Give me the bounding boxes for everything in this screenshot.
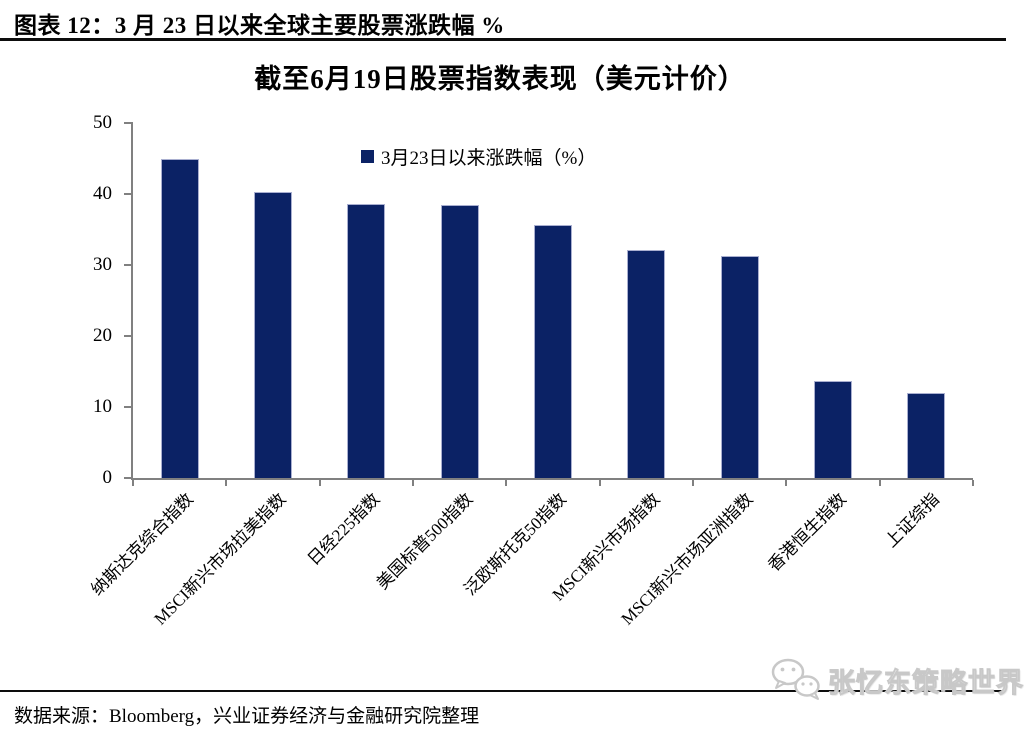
x-axis-label: 泛欧斯托克50指数 [460,489,570,600]
y-axis-line [131,122,133,478]
legend-swatch-icon [361,150,374,163]
x-axis-tick [132,480,134,486]
x-axis-label: 纳斯达克综合指数 [87,489,197,600]
y-axis-tick-label: 10 [93,396,112,417]
y-axis-tick [124,406,131,408]
x-axis-label: 美国标普500指数 [373,489,477,594]
bar-chart-plot-area: 3月23日以来涨跌幅（%） 0 10 20 30 40 50 [93,112,974,488]
x-axis-tick [412,480,414,486]
footer-divider [0,690,1006,692]
bar-上证综指 [907,392,946,478]
watermark-text: 张忆东策略世界 [828,667,1024,698]
legend-label: 3月23日以来涨跌幅（%） [381,148,597,169]
x-axis-label: MSCI新兴市场拉美指数 [150,489,290,629]
x-axis-tick [598,480,601,486]
x-axis-tick [972,480,974,486]
y-axis-tick [124,477,131,479]
bar-美国标普500指数 [440,205,479,478]
bar-日经225指数 [347,203,386,478]
y-axis-tick-label: 40 [93,183,112,204]
x-axis-tick [785,480,788,486]
x-axis-label: MSCI新兴市场指数 [548,489,664,605]
header-divider [0,38,1006,41]
y-axis-tick-label: 30 [93,254,112,275]
bar-MSCI新兴市场亚洲指数 [720,256,759,478]
x-axis-tick [318,480,321,486]
x-axis-tick [505,480,508,486]
chart-title: 截至6月19日股票指数表现（美元计价） [254,64,746,94]
x-axis-label: 日经225指数 [303,489,384,570]
x-axis-label: MSCI新兴市场亚洲指数 [617,489,757,629]
bar-纳斯达克综合指数 [160,158,199,478]
x-axis-label: 上证综指 [881,489,944,552]
bar-MSCI新兴市场拉美指数 [254,191,292,478]
wechat-icon [771,658,820,700]
bar-MSCI新兴市场指数 [627,250,666,478]
y-axis-tick-label: 20 [93,325,112,346]
x-axis-tick [692,480,694,486]
y-axis-tick [124,335,131,337]
y-axis-tick [124,264,131,266]
x-axis-line [131,478,973,480]
y-axis-tick-label: 0 [102,467,113,488]
chart-legend: 3月23日以来涨跌幅（%） [361,143,596,170]
bar-泛欧斯托克50指数 [534,224,572,478]
x-axis-label: 香港恒生指数 [764,489,850,576]
figure-header-title: 图表 12：3 月 23 日以来全球主要股票涨跌幅 % [14,13,505,38]
y-axis-tick-label: 50 [93,112,112,133]
x-axis-tick [878,480,881,486]
bar-香港恒生指数 [814,380,852,478]
watermark: 张忆东策略世界 [770,658,1024,702]
y-axis-tick [124,122,131,124]
y-axis-tick [124,193,131,195]
data-source-note: 数据来源：Bloomberg，兴业证券经济与金融研究院整理 [14,706,480,727]
x-axis-tick [225,480,228,486]
